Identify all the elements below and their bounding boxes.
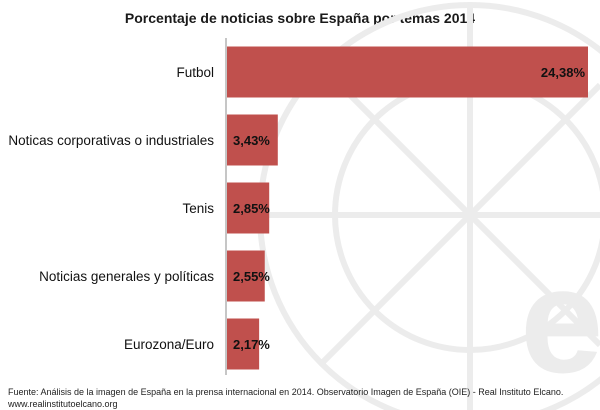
value-label-eurozona-euro: 2,17%: [233, 337, 270, 352]
bar-noticias-generales-y-politicas: [227, 250, 265, 302]
value-label-noticias-generales-y-politicas: 2,55%: [233, 269, 270, 284]
value-label-tenis: 2,85%: [233, 201, 270, 216]
bar-chart: Futbol 24,38% Noticas corporativas o indus…: [8, 38, 588, 375]
category-label-noticas-corporativas-o-industriales: Noticas corporativas o industriales: [8, 133, 214, 148]
svg-text:e: e: [520, 236, 600, 404]
value-label-futbol: 24,38%: [541, 65, 586, 80]
bar-futbol: [227, 46, 588, 98]
category-label-tenis: Tenis: [182, 201, 214, 216]
category-label-noticias-generales-y-politicas: Noticias generales y políticas: [39, 269, 214, 284]
source-citation: Fuente: Análisis de la imagen de España …: [8, 387, 564, 397]
category-label-futbol: Futbol: [176, 65, 214, 80]
bar-tenis: [227, 182, 270, 234]
source-note: Fuente: Análisis de la imagen de España …: [8, 386, 598, 410]
value-label-noticas-corporativas-o-industriales: 3,43%: [233, 133, 270, 148]
source-url: www.realinstitutoelcano.org: [8, 399, 118, 409]
bar-noticas-corporativas-o-industriales: [227, 114, 278, 166]
category-label-eurozona-euro: Eurozona/Euro: [124, 337, 214, 352]
bar-eurozona-euro: [227, 318, 260, 370]
